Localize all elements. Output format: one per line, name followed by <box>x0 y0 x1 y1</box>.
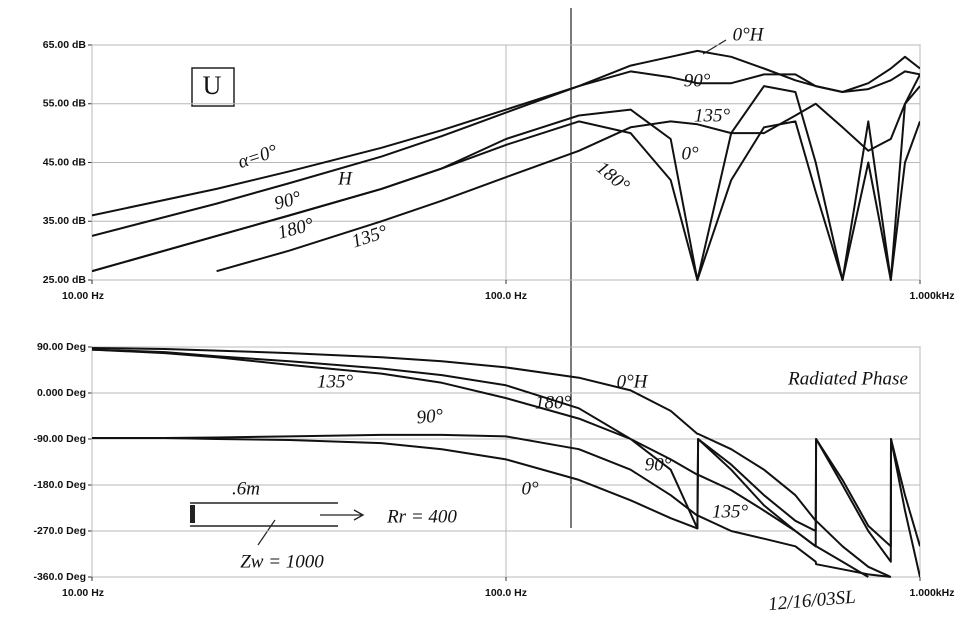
pipe-pointer <box>257 519 276 546</box>
annotation: U <box>203 71 222 100</box>
pipe-arrowhead <box>353 509 365 521</box>
annotation: Rr = 400 <box>386 506 457 527</box>
y-tick-label: 35.00 dB <box>43 215 87 227</box>
annotation: Zw = 1000 <box>240 551 324 572</box>
y-tick-label: 55.00 dB <box>43 98 87 110</box>
series-line <box>92 70 920 237</box>
annotation: H <box>337 168 353 189</box>
annotation-box <box>191 67 235 107</box>
annotation: 0° <box>521 478 539 499</box>
x-tick-label: 10.00 Hz <box>62 587 104 599</box>
annotation: 90° <box>684 70 711 91</box>
annotation: Radiated Phase <box>787 368 908 389</box>
y-tick-label: -180.0 Deg <box>33 479 86 491</box>
annotation: 135° <box>317 371 354 392</box>
annotation: 90° <box>645 454 672 475</box>
series-line <box>92 437 920 578</box>
annotation: 0°H <box>617 371 649 392</box>
y-tick-label: 25.00 dB <box>43 274 87 286</box>
x-tick-label: 1.000kHz <box>910 587 955 599</box>
y-tick-label: -90.00 Deg <box>33 433 86 445</box>
annotation: 0° <box>681 143 699 164</box>
annotation: 0°H <box>733 24 765 45</box>
x-tick-label: 100.0 Hz <box>485 290 527 302</box>
annotation: 90° <box>416 405 445 428</box>
series-line <box>92 433 891 578</box>
x-tick-label: 100.0 Hz <box>485 587 527 599</box>
y-tick-label: 90.00 Deg <box>37 341 86 353</box>
annotation: 135° <box>694 105 731 126</box>
y-tick-label: 65.00 dB <box>43 39 87 51</box>
annotation: 180° <box>535 392 572 413</box>
y-tick-label: -270.0 Deg <box>33 525 86 537</box>
y-tick-label: 45.00 dB <box>43 156 87 168</box>
pipe-source <box>190 505 195 523</box>
x-tick-label: 1.000kHz <box>910 290 955 302</box>
x-tick-label: 10.00 Hz <box>62 290 104 302</box>
y-tick-label: 0.000 Deg <box>37 387 86 399</box>
y-tick-label: -360.0 Deg <box>33 571 86 583</box>
series-line <box>92 49 920 217</box>
annotation: .6m <box>232 478 260 499</box>
series-line <box>92 73 920 281</box>
annotation: 135° <box>712 501 749 522</box>
